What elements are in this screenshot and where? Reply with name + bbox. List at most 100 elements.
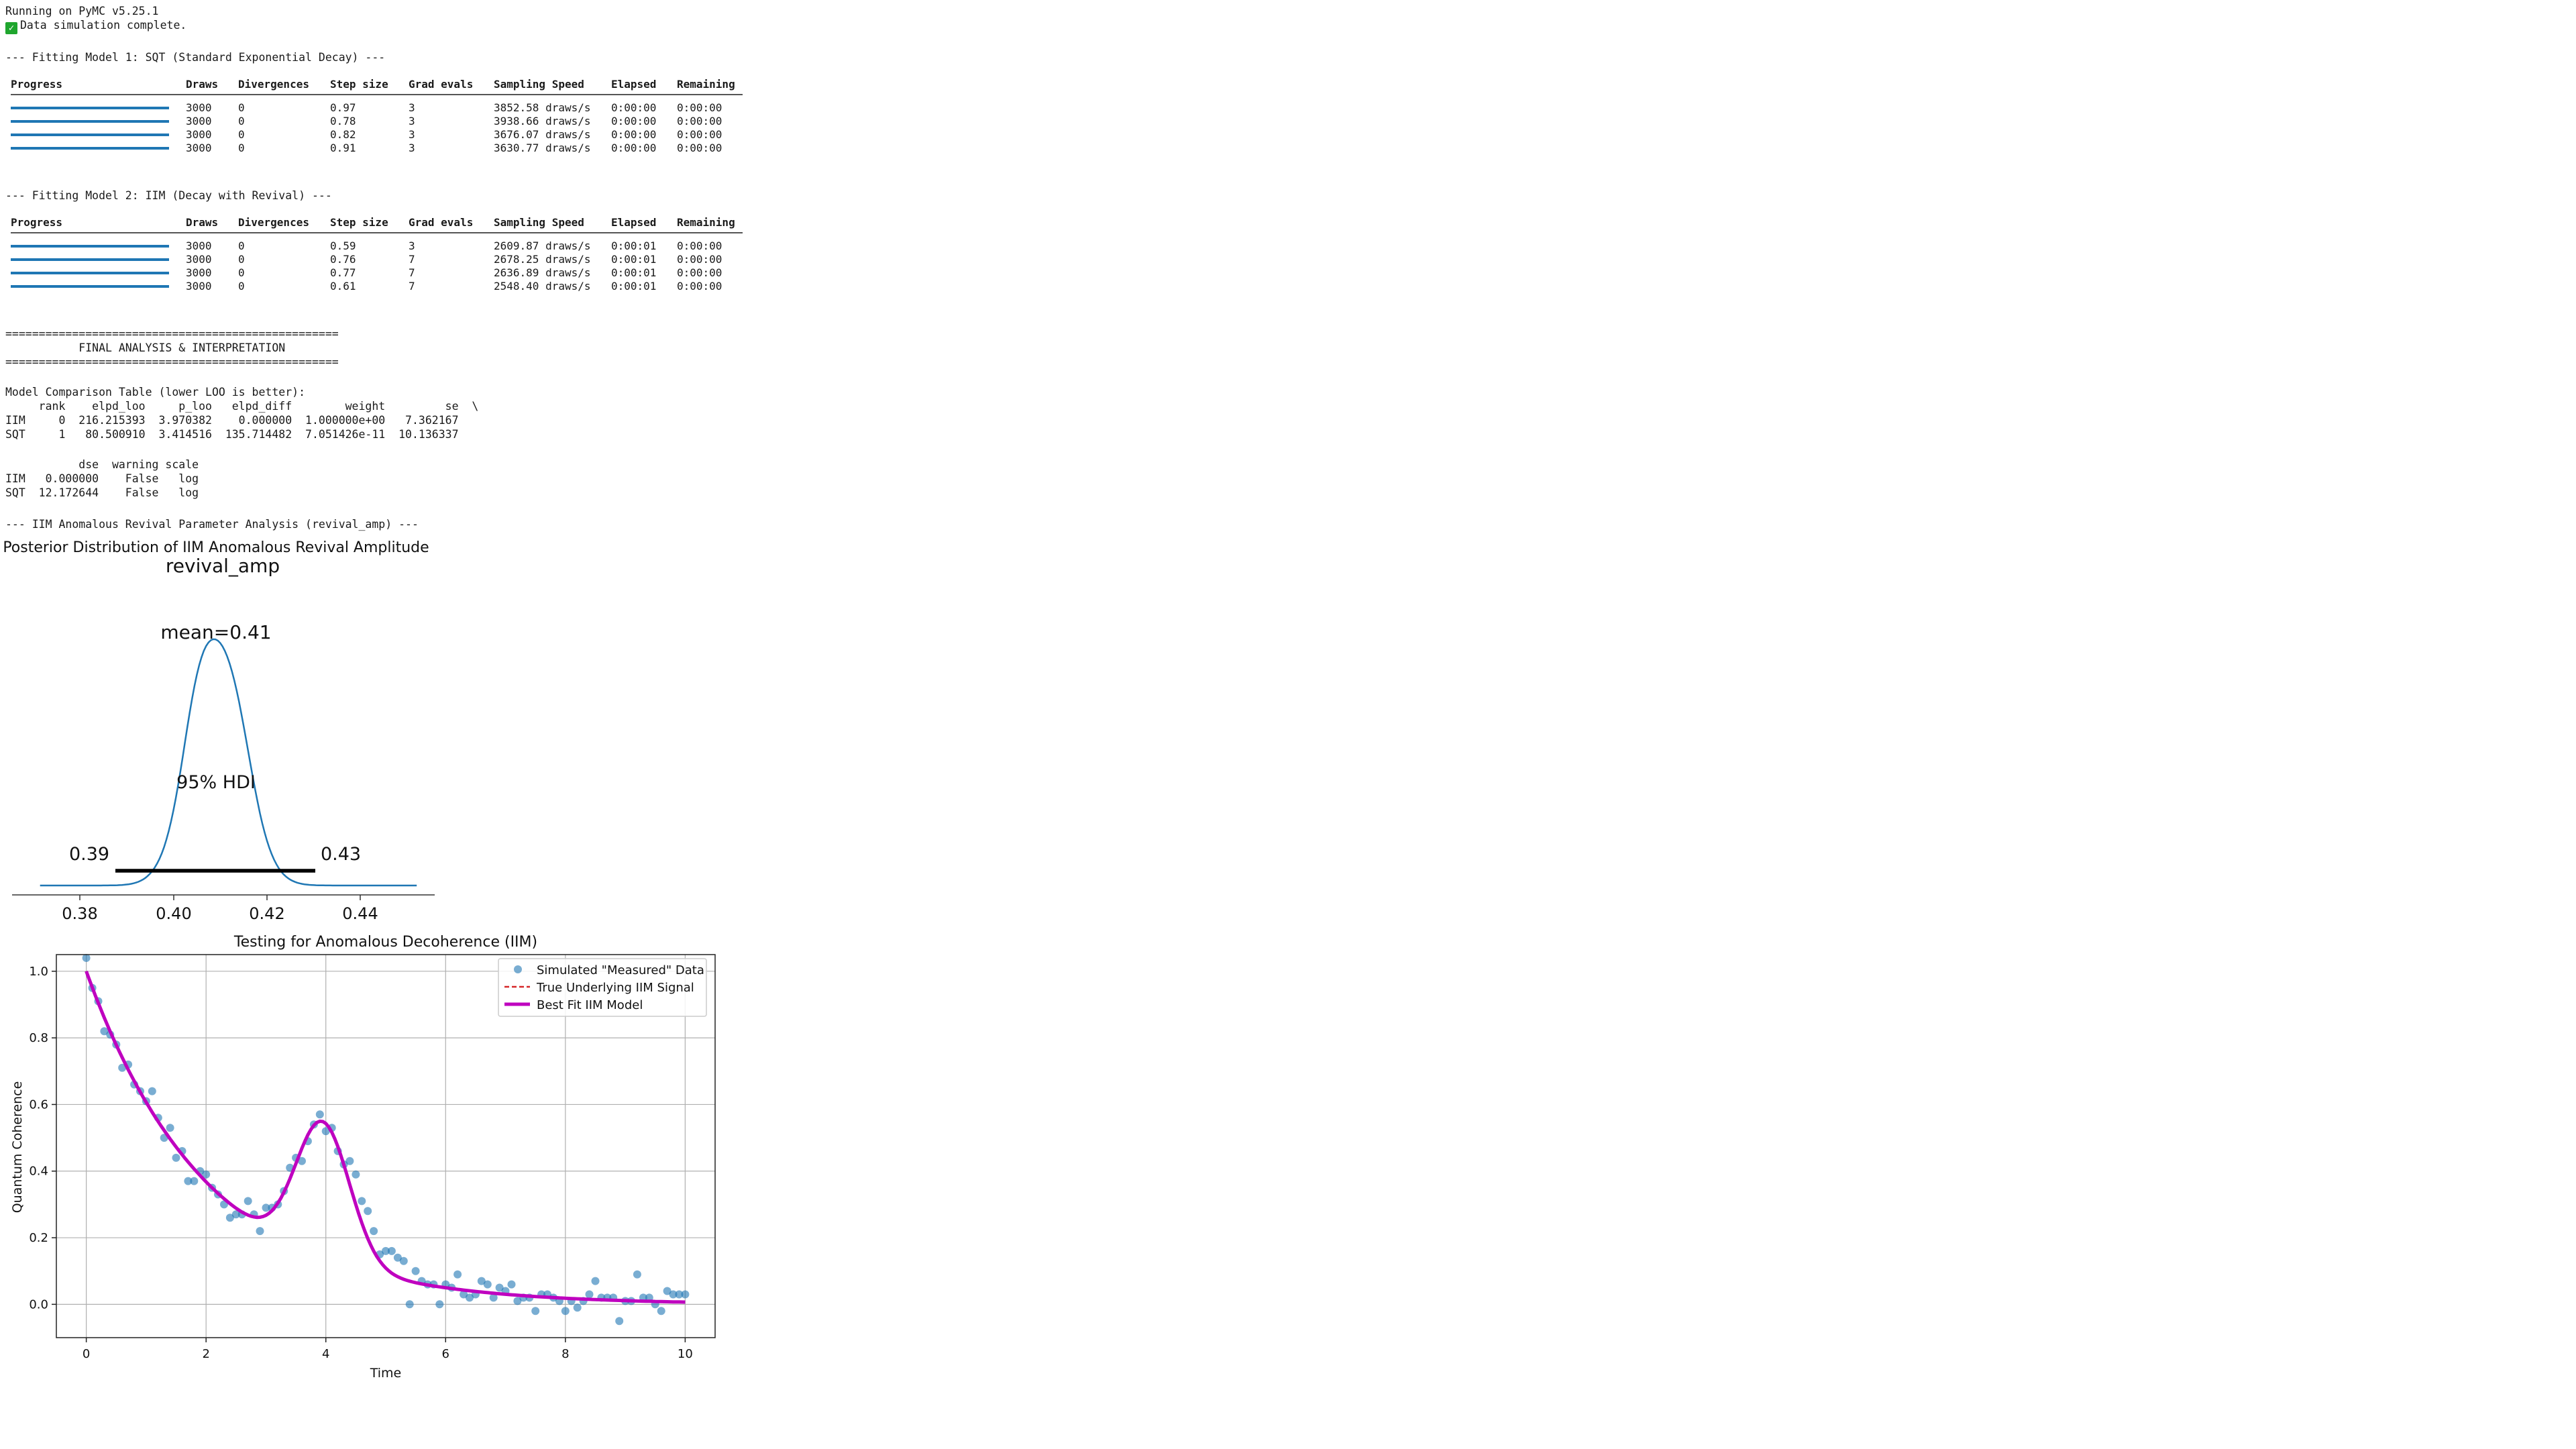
cell-speed: 3676.07 draws/s <box>494 127 611 141</box>
comparison-row-sqt: SQT 1 80.500910 3.414516 135.714482 7.05… <box>5 427 459 441</box>
cell-speed: 2636.89 draws/s <box>494 266 611 279</box>
data-point <box>592 1277 600 1285</box>
data-point <box>412 1267 420 1275</box>
x-tick-label: 6 <box>442 1347 449 1361</box>
cell-remaining: 0:00:00 <box>677 252 743 266</box>
posterior-xtick-label: 0.44 <box>342 904 378 923</box>
progress-bar <box>11 147 169 150</box>
data-point <box>256 1227 264 1235</box>
mean-label: mean=0.41 <box>160 621 271 643</box>
y-tick-label: 0.8 <box>29 1031 48 1045</box>
chart-title: Testing for Anomalous Decoherence (IIM) <box>233 934 537 951</box>
column-header: Divergences <box>238 212 330 233</box>
cell-draws: 3000 <box>186 252 238 266</box>
data-point <box>190 1177 198 1185</box>
column-header: Step size <box>330 74 409 95</box>
column-header: Elapsed <box>611 212 677 233</box>
cell-draws: 3000 <box>186 114 238 127</box>
cell-grad: 7 <box>409 252 494 266</box>
chain-row: 3000 0 0.91 3 3630.77 draws/s 0:00:00 0:00:00 <box>11 141 743 154</box>
column-header: Step size <box>330 212 409 233</box>
cell-div: 0 <box>238 127 330 141</box>
progress-cell <box>11 95 186 114</box>
column-header: Draws <box>186 74 238 95</box>
x-tick-label: 4 <box>322 1347 329 1361</box>
cell-step: 0.97 <box>330 95 409 114</box>
check-icon: ✓ <box>5 22 17 34</box>
data-point <box>358 1197 366 1205</box>
data-point <box>406 1300 414 1308</box>
pymc-version-line: Running on PyMC v5.25.1 <box>5 4 158 18</box>
progress-bar <box>11 285 169 288</box>
cell-remaining: 0:00:00 <box>677 95 743 114</box>
y-tick-label: 1.0 <box>29 965 48 979</box>
data-point <box>435 1300 443 1308</box>
chain-row: 3000 0 0.78 3 3938.66 draws/s 0:00:00 0:00:00 <box>11 114 743 127</box>
y-tick-label: 0.2 <box>29 1231 48 1245</box>
model1-title: --- Fitting Model 1: SQT (Standard Expon… <box>5 50 385 64</box>
data-point <box>453 1271 462 1279</box>
decoherence-chart: 0.0 0.2 0.4 0.6 0.8 1.0 0 2 4 6 8 10 Testing for A… <box>0 929 738 1392</box>
cell-remaining: 0:00:00 <box>677 279 743 292</box>
column-header: Sampling Speed <box>494 74 611 95</box>
cell-draws: 3000 <box>186 127 238 141</box>
separator-rule-top: ========================================… <box>5 327 339 341</box>
column-header: Remaining <box>677 212 743 233</box>
parameter-analysis-title: --- IIM Anomalous Revival Parameter Anal… <box>5 517 419 531</box>
data-point <box>615 1317 623 1325</box>
cell-remaining: 0:00:00 <box>677 127 743 141</box>
comparison-row2-sqt: SQT 12.172644 False log <box>5 486 199 500</box>
column-header: Elapsed <box>611 74 677 95</box>
cell-elapsed: 0:00:00 <box>611 141 677 154</box>
posterior-plot: Posterior Distribution of IIM Anomalous … <box>0 533 470 929</box>
cell-grad: 3 <box>409 95 494 114</box>
data-point <box>244 1197 252 1205</box>
chain-row: 3000 0 0.77 7 2636.89 draws/s 0:00:01 0:00:00 <box>11 266 743 279</box>
cell-div: 0 <box>238 114 330 127</box>
cell-step: 0.82 <box>330 127 409 141</box>
progress-bar <box>11 272 169 274</box>
cell-speed: 2609.87 draws/s <box>494 233 611 252</box>
comparison-header-2: dse warning scale <box>5 458 199 472</box>
cell-step: 0.77 <box>330 266 409 279</box>
chain-row: 3000 0 0.76 7 2678.25 draws/s 0:00:01 0:00:00 <box>11 252 743 266</box>
cell-speed: 3852.58 draws/s <box>494 95 611 114</box>
y-tick-label: 0.0 <box>29 1297 48 1311</box>
posterior-suptitle: Posterior Distribution of IIM Anomalous … <box>3 539 429 556</box>
legend-label-data: Simulated "Measured" Data <box>537 963 704 977</box>
simulation-status-line: ✓ Data simulation complete. <box>5 18 186 34</box>
cell-remaining: 0:00:00 <box>677 266 743 279</box>
column-header: Grad evals <box>409 212 494 233</box>
chart-y-ticks: 0.0 0.2 0.4 0.6 0.8 1.0 <box>29 965 56 1312</box>
model2-progress-table: Progress Draws Divergences Step size Grad ev… <box>11 212 743 292</box>
data-point <box>561 1307 570 1315</box>
progress-bar <box>11 120 169 123</box>
progress-cell <box>11 233 186 252</box>
cell-draws: 3000 <box>186 279 238 292</box>
data-point <box>148 1087 156 1095</box>
cell-grad: 3 <box>409 127 494 141</box>
data-point <box>83 954 91 962</box>
final-analysis-heading: FINAL ANALYSIS & INTERPRETATION <box>5 341 285 355</box>
data-point <box>574 1303 582 1311</box>
cell-grad: 3 <box>409 114 494 127</box>
comparison-title: Model Comparison Table (lower LOO is bet… <box>5 385 305 399</box>
data-point <box>316 1110 324 1118</box>
cell-draws: 3000 <box>186 95 238 114</box>
cell-speed: 3630.77 draws/s <box>494 141 611 154</box>
cell-elapsed: 0:00:00 <box>611 114 677 127</box>
cell-div: 0 <box>238 141 330 154</box>
cell-elapsed: 0:00:01 <box>611 252 677 266</box>
chain-row: 3000 0 0.59 3 2609.87 draws/s 0:00:01 0:00:00 <box>11 233 743 252</box>
cell-remaining: 0:00:00 <box>677 114 743 127</box>
cell-div: 0 <box>238 266 330 279</box>
progress-cell <box>11 252 186 266</box>
chain-row: 3000 0 0.82 3 3676.07 draws/s 0:00:00 0:00:00 <box>11 127 743 141</box>
model2-title: --- Fitting Model 2: IIM (Decay with Rev… <box>5 189 332 203</box>
legend-label-fit: Best Fit IIM Model <box>537 998 643 1012</box>
cell-grad: 7 <box>409 266 494 279</box>
cell-div: 0 <box>238 95 330 114</box>
legend-marker-data <box>514 965 522 973</box>
column-header: Divergences <box>238 74 330 95</box>
column-header: Grad evals <box>409 74 494 95</box>
